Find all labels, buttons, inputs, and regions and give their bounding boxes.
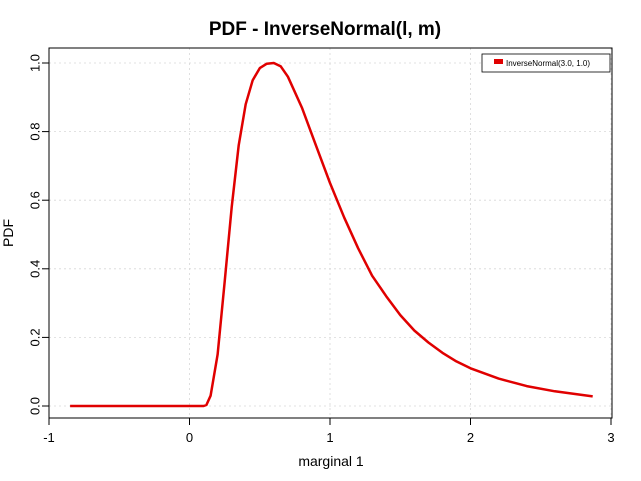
x-tick-label: 0	[186, 430, 193, 445]
x-tick-label: -1	[43, 430, 55, 445]
x-tick-label: 3	[607, 430, 614, 445]
legend-label: InverseNormal(3.0, 1.0)	[506, 59, 590, 68]
y-tick-label: 0.6	[27, 191, 42, 209]
y-tick-label: 0.8	[27, 123, 42, 141]
x-tick-label: 2	[467, 430, 474, 445]
legend-swatch	[494, 59, 503, 64]
y-tick-label: 0.4	[27, 260, 42, 278]
x-axis: -1 0 1 2 3	[43, 418, 615, 445]
x-axis-label: marginal 1	[298, 453, 364, 469]
y-tick-label: 0.0	[27, 397, 42, 415]
chart-title: PDF - InverseNormal(l, m)	[209, 19, 441, 40]
series-line-inversenormal	[70, 61, 593, 408]
y-tick-label: 1.0	[27, 54, 42, 72]
legend: InverseNormal(3.0, 1.0)	[481, 53, 611, 73]
y-axis-label: PDF	[0, 219, 16, 247]
legend-box	[481, 53, 611, 73]
y-axis: 0.0 0.2 0.4 0.6 0.8 1.0	[27, 54, 49, 415]
x-tick-label: 1	[326, 430, 333, 445]
y-tick-label: 0.2	[27, 328, 42, 346]
